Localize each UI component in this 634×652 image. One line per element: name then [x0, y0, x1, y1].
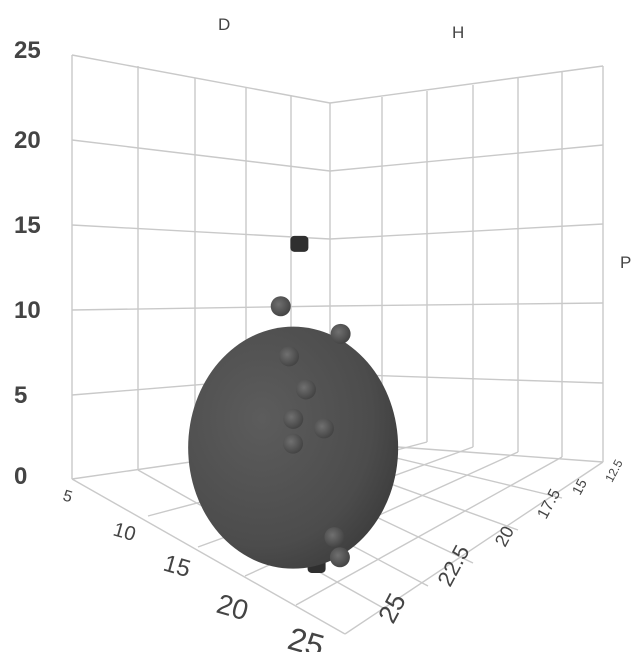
grid-lines	[71, 54, 604, 635]
x-tick-label: 20	[213, 588, 251, 626]
z-tick-label: 5	[14, 382, 27, 409]
x-tick-label: 5	[61, 488, 74, 507]
wall-label-side: P	[620, 253, 631, 272]
data-point	[329, 547, 350, 568]
y-tick-label: 22.5	[432, 541, 474, 591]
data-marks	[188, 235, 399, 573]
z-tick-label: 10	[14, 297, 41, 324]
data-point	[330, 323, 351, 344]
data-point	[313, 418, 334, 439]
wall-label-left: D	[218, 15, 230, 34]
data-point	[295, 379, 316, 400]
z-axis-ticks: 0 5 10 15 20 25	[14, 37, 41, 490]
z-tick-label: 0	[14, 463, 27, 490]
z-tick-label: 25	[14, 37, 41, 64]
x-tick-label: 15	[160, 550, 193, 583]
data-point	[290, 235, 309, 252]
x-tick-label: 25	[284, 620, 328, 652]
wall-label-right: H	[452, 23, 464, 42]
data-point	[279, 346, 300, 367]
data-point	[324, 527, 345, 548]
z-tick-label: 20	[14, 127, 41, 154]
x-tick-label: 10	[111, 519, 138, 546]
y-tick-label: 15	[569, 476, 591, 497]
y-tick-label: 12.5	[602, 457, 625, 484]
data-point	[283, 408, 304, 429]
y-tick-label: 20	[491, 523, 518, 550]
data-point	[282, 433, 303, 454]
z-tick-label: 15	[14, 212, 41, 239]
data-point	[270, 296, 291, 317]
